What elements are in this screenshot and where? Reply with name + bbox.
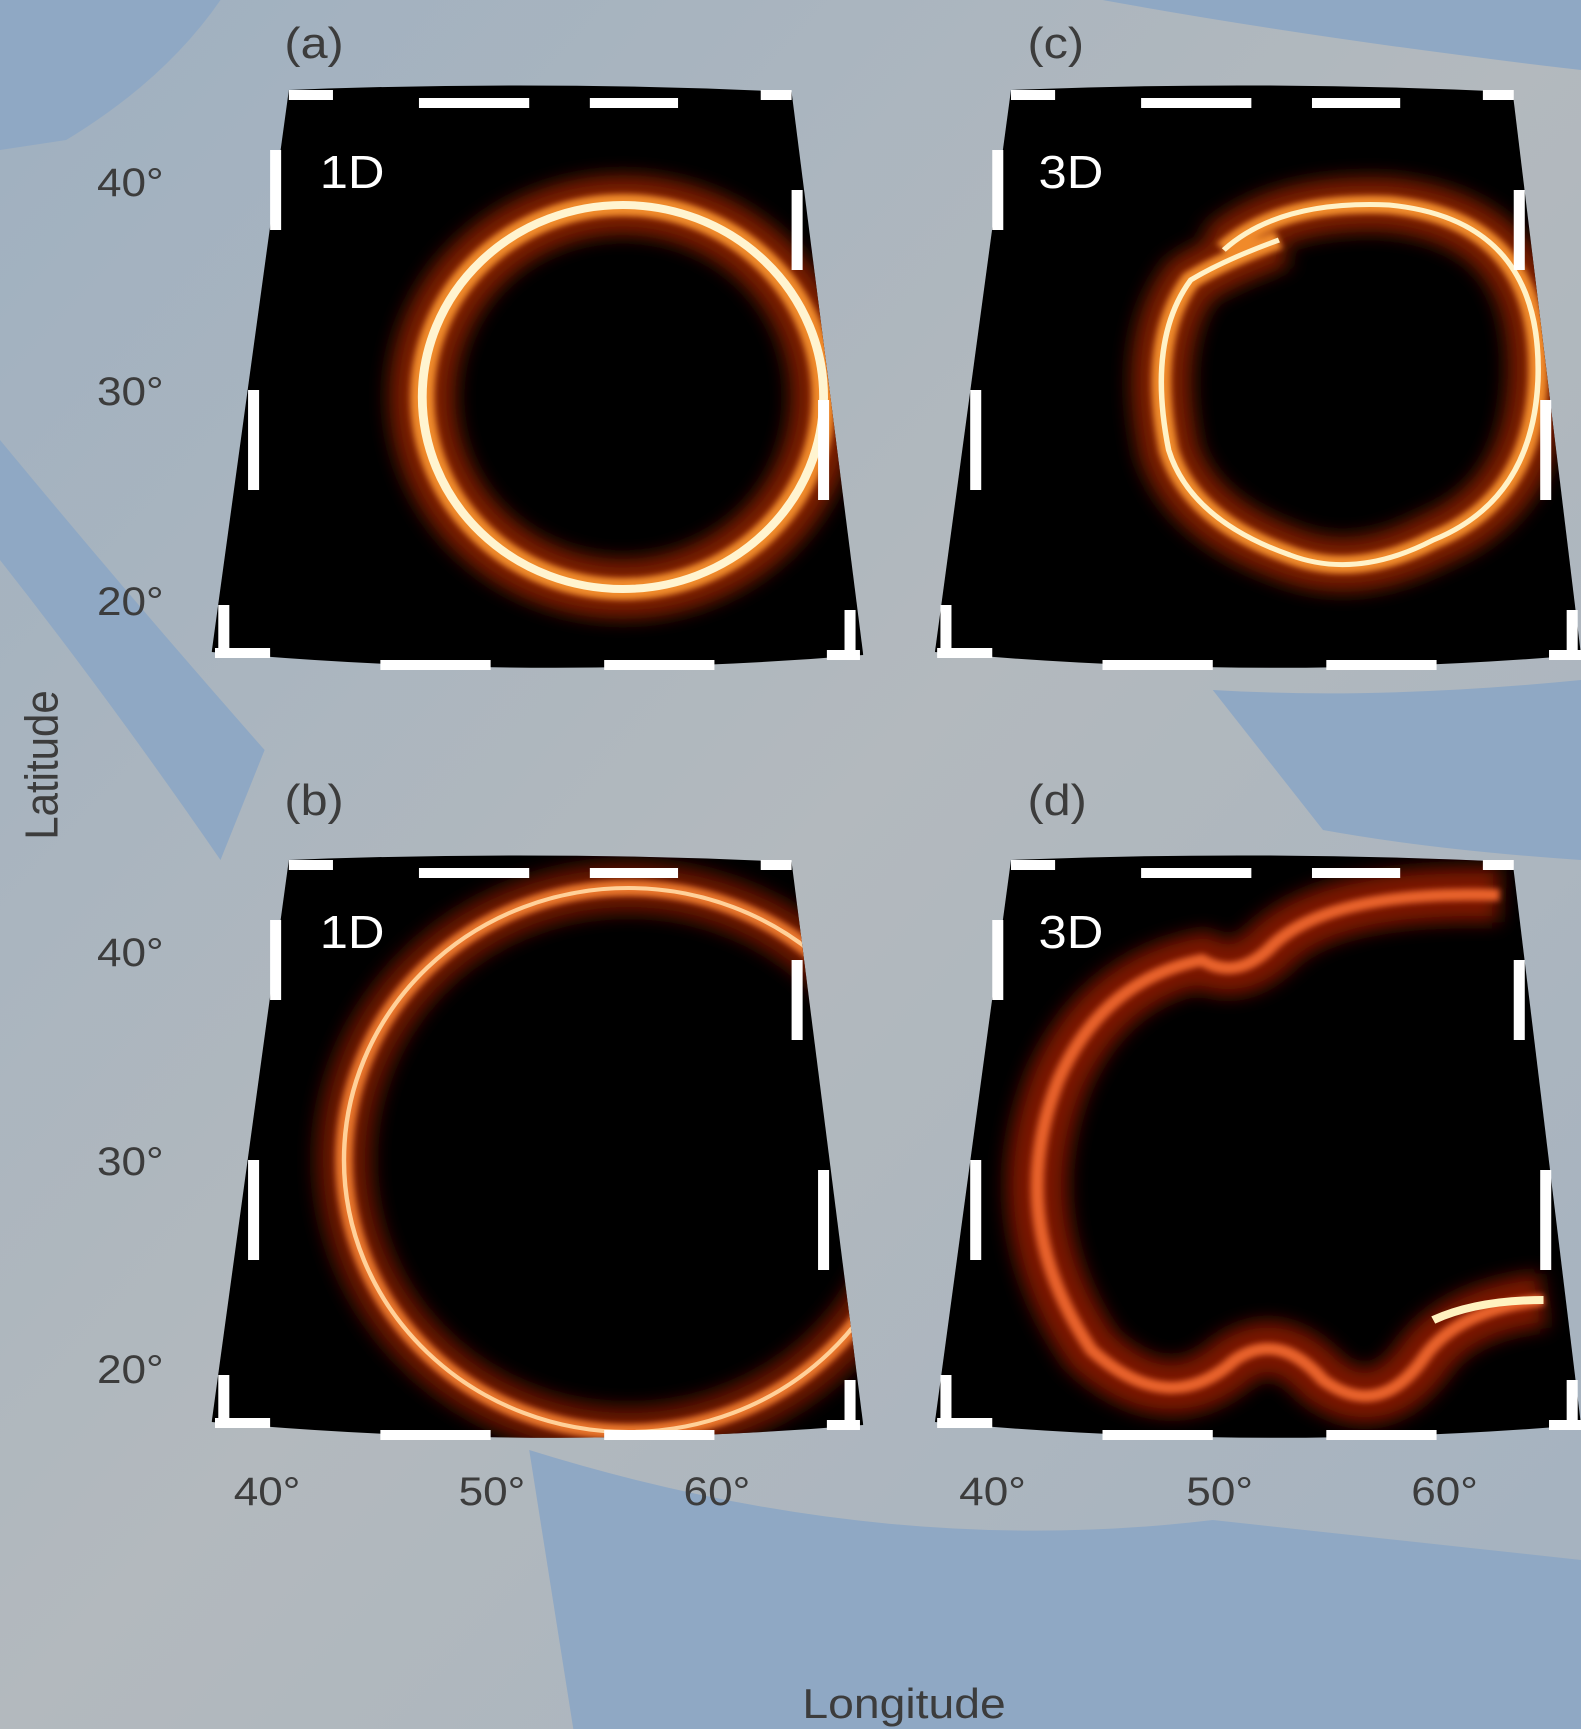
scale-bar	[218, 605, 230, 655]
scale-bar	[791, 190, 803, 270]
scale-bar	[992, 920, 1004, 1000]
scale-bar	[818, 400, 830, 500]
scale-bar	[1011, 860, 1056, 870]
panel-c-map	[934, 85, 1581, 668]
scale-bar	[826, 1420, 860, 1430]
scale-bar	[818, 1170, 830, 1270]
panel-label: (c)	[1028, 18, 1085, 67]
scale-bar	[1540, 1170, 1552, 1270]
model-label: 3D	[1039, 147, 1104, 198]
model-label: 1D	[320, 147, 385, 198]
scale-bar	[1482, 90, 1514, 100]
sea	[0, 440, 265, 860]
latitude-tick: 20°	[97, 579, 164, 624]
frame-scale-bars	[214, 90, 1581, 1440]
model-label: 3D	[1039, 907, 1104, 958]
scale-bar	[970, 390, 982, 490]
sea	[1102, 0, 1581, 70]
model-label: 1D	[320, 907, 385, 958]
y-axis-label: Latitude	[16, 690, 67, 839]
scale-bar	[1482, 860, 1514, 870]
scale-bar	[380, 660, 491, 670]
scale-bar	[1311, 868, 1401, 878]
longitude-tick: 40°	[959, 1469, 1026, 1514]
scale-bar	[844, 610, 856, 650]
scale-bar	[589, 98, 679, 108]
panel-d-map	[934, 855, 1581, 1438]
scale-bar	[844, 1380, 856, 1420]
sea	[0, 0, 221, 150]
longitude-tick: 50°	[459, 1469, 526, 1514]
panel-a-map	[211, 85, 864, 668]
scale-bar	[970, 1160, 982, 1260]
scale-bar	[1549, 1420, 1581, 1430]
latitude-tick: 20°	[97, 1347, 164, 1392]
scale-bar	[791, 960, 803, 1040]
scale-bar	[1141, 868, 1252, 878]
scale-bar	[1566, 1380, 1578, 1420]
scale-bar	[604, 1430, 715, 1440]
scale-bar	[288, 860, 333, 870]
scale-bar	[248, 1160, 260, 1260]
scale-bar	[940, 1375, 952, 1425]
scale-bar	[418, 98, 530, 108]
scale-bar	[1513, 960, 1525, 1040]
scale-bar	[288, 90, 333, 100]
scale-bar	[214, 1418, 271, 1428]
scale-bar	[1102, 660, 1213, 670]
scale-bar	[1102, 1430, 1213, 1440]
scale-bar	[1326, 1430, 1437, 1440]
longitude-tick: 50°	[1186, 1469, 1253, 1514]
scale-bar	[218, 1375, 230, 1425]
scale-bar	[937, 648, 993, 658]
scale-bar	[760, 90, 792, 100]
latitude-tick: 40°	[97, 930, 164, 975]
scale-bar	[418, 868, 530, 878]
latitude-tick: 40°	[97, 160, 164, 205]
scale-bar	[604, 660, 715, 670]
longitude-tick: 40°	[234, 1469, 301, 1514]
scale-bar	[937, 1418, 993, 1428]
scale-bar	[1566, 610, 1578, 650]
scale-bar	[214, 648, 271, 658]
scale-bar	[270, 920, 282, 1000]
longitude-tick: 60°	[684, 1469, 751, 1514]
longitude-tick: 60°	[1411, 1469, 1478, 1514]
panel-label: (d)	[1028, 775, 1087, 824]
scale-bar	[589, 868, 679, 878]
scale-bar	[760, 860, 792, 870]
scale-bar	[826, 650, 860, 660]
x-axis-label: Longitude	[802, 1681, 1005, 1728]
scale-bar	[248, 390, 260, 490]
panel-label: (b)	[284, 775, 343, 824]
panel-label: (a)	[284, 18, 343, 67]
scale-bar	[1326, 660, 1437, 670]
scale-bar	[1540, 400, 1552, 500]
latitude-tick: 30°	[97, 1139, 164, 1184]
latitude-tick: 30°	[97, 369, 164, 414]
sea	[529, 1450, 1581, 1729]
scale-bar	[1513, 190, 1525, 270]
scale-bar	[1311, 98, 1401, 108]
scale-bar	[992, 150, 1004, 230]
scale-bar	[940, 605, 952, 655]
scale-bar	[380, 1430, 491, 1440]
scale-bar	[1011, 90, 1056, 100]
sea	[1212, 680, 1581, 860]
scale-bar	[1549, 650, 1581, 660]
scale-bar	[270, 150, 282, 230]
scale-bar	[1141, 98, 1252, 108]
